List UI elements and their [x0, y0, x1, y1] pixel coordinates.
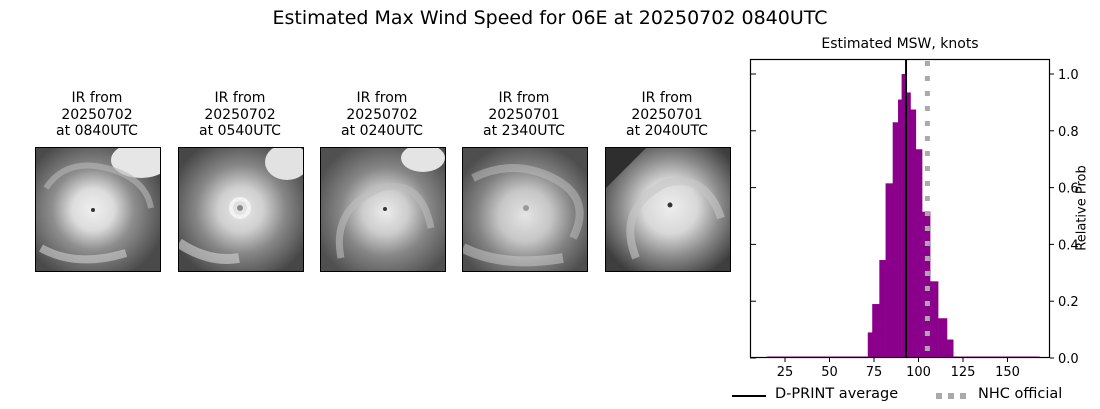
ir-title-date: 20250702: [204, 106, 276, 123]
ir-title-date: 20250701: [631, 106, 703, 123]
ir-image-4: [462, 147, 588, 272]
histogram-bar: [906, 92, 911, 359]
ir-title-date: 20250702: [346, 106, 418, 123]
histogram-bar: [885, 183, 893, 358]
y-tick-label: 0.4: [1058, 238, 1079, 253]
ir-panel-title-3: IR from 20250702 at 0240UTC: [307, 90, 457, 140]
x-tick-label: 125: [951, 365, 976, 380]
ir-title-line: IR from: [356, 90, 408, 106]
histogram-svg: 25 50 75 100 125 150 0.0 0.2 0.4 0.6 0.8 1.0: [749, 58, 1079, 380]
ir-panel-title-4: IR from 20250701 at 2340UTC: [449, 90, 599, 140]
y-tick-label: 0.6: [1058, 182, 1079, 197]
y-tick-label: 0.2: [1058, 295, 1079, 310]
ir-image-2: [178, 147, 304, 272]
histogram-bar: [879, 260, 886, 358]
histogram-bar: [901, 74, 907, 358]
histogram-bar: [910, 109, 917, 358]
ir-panel-title-2: IR from 20250702 at 0540UTC: [165, 90, 315, 140]
ir-title-line: IR from: [71, 90, 123, 106]
ir-image-3: [320, 147, 446, 272]
histogram-bar: [930, 281, 939, 358]
figure-suptitle: Estimated Max Wind Speed for 06E at 2025…: [272, 7, 828, 29]
x-tick-label: 100: [906, 365, 931, 380]
ir-title-line: IR from: [498, 90, 550, 106]
histogram-title: Estimated MSW, knots: [821, 36, 979, 52]
ir-title-time: at 2340UTC: [483, 123, 565, 139]
legend-label-dprint: D-PRINT average: [775, 386, 899, 402]
y-tick-label: 1.0: [1058, 68, 1079, 83]
x-tick-label: 150: [995, 365, 1020, 380]
histogram-bar: [938, 318, 948, 358]
legend-label-nhc: NHC official: [978, 386, 1063, 402]
ir-title-time: at 0540UTC: [199, 123, 281, 139]
plot-frame: [749, 58, 1051, 359]
histogram-bar: [898, 99, 902, 358]
histogram-bar: [867, 332, 873, 358]
x-tick-label: 50: [821, 365, 838, 380]
y-tick-label: 0.0: [1058, 352, 1079, 367]
ir-image-1: [35, 147, 161, 272]
x-tick-label: 25: [777, 365, 794, 380]
ir-title-line: IR from: [214, 90, 266, 106]
ir-panel-title-1: IR from 20250702 at 0840UTC: [22, 90, 172, 140]
y-tick-label: 0.8: [1058, 125, 1079, 140]
ir-title-line: IR from: [641, 90, 693, 106]
histogram-bar: [892, 122, 899, 358]
histogram-bar: [946, 339, 954, 358]
histogram-bar: [915, 149, 923, 358]
histogram-bar: [922, 211, 931, 358]
dotted-line-icon: [936, 393, 972, 399]
x-tick-label: 75: [866, 365, 883, 380]
ir-title-date: 20250702: [61, 106, 133, 123]
solid-line-icon: [732, 395, 766, 397]
ir-title-time: at 0840UTC: [56, 123, 138, 139]
ir-image-5: [605, 147, 731, 272]
ir-title-date: 20250701: [488, 106, 560, 123]
ir-title-time: at 0240UTC: [341, 123, 423, 139]
histogram-plot: 25 50 75 100 125 150 0.0 0.2 0.4 0.6 0.8 1.0: [749, 58, 1079, 380]
y-axis-label: Relative Prob: [1074, 165, 1090, 251]
ir-title-time: at 2040UTC: [626, 123, 708, 139]
histogram-bar: [872, 304, 880, 358]
ir-panel-title-5: IR from 20250701 at 2040UTC: [592, 90, 742, 140]
